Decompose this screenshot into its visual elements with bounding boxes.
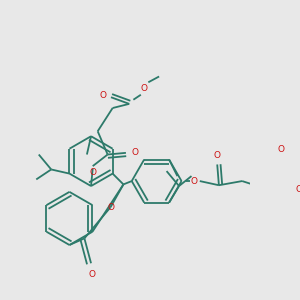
Text: O: O	[99, 91, 106, 100]
Text: O: O	[89, 168, 96, 177]
Text: O: O	[141, 84, 148, 93]
Text: O: O	[214, 151, 221, 160]
Text: O: O	[107, 203, 114, 212]
Text: O: O	[131, 148, 139, 158]
Text: O: O	[88, 270, 95, 279]
Text: O: O	[278, 145, 285, 154]
Text: O: O	[190, 177, 197, 186]
Text: O: O	[296, 185, 300, 194]
